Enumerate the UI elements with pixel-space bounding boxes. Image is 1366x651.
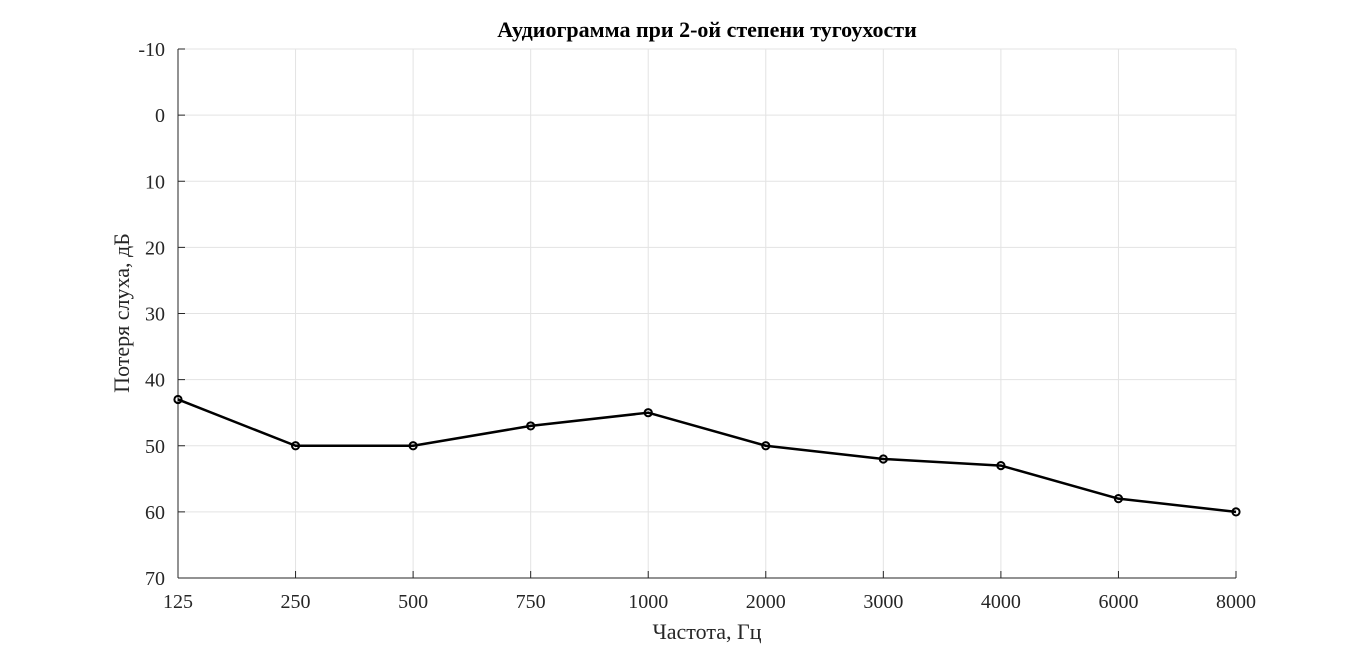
data-series xyxy=(173,394,1241,517)
data-point xyxy=(408,441,418,451)
x-tick-label: 8000 xyxy=(1216,591,1256,613)
x-tick-label: 3000 xyxy=(863,591,903,613)
y-tick-label: 40 xyxy=(145,370,165,392)
x-tick-label: 2000 xyxy=(746,591,786,613)
data-point xyxy=(1113,494,1124,504)
y-tick-label: 60 xyxy=(145,502,165,524)
chart-title: Аудиограмма при 2-ой степени тугоухости xyxy=(497,17,917,42)
data-point xyxy=(1231,507,1241,517)
data-point xyxy=(290,441,301,451)
y-tick-label: 10 xyxy=(145,171,165,193)
axes xyxy=(177,48,1237,579)
y-tick-label: 70 xyxy=(145,568,165,590)
data-point xyxy=(526,421,536,431)
data-point xyxy=(996,460,1006,471)
x-tick-label: 750 xyxy=(516,591,546,613)
y-tick-label: 50 xyxy=(145,436,165,458)
x-tick-label: 1000 xyxy=(628,591,668,613)
series-line xyxy=(177,398,1237,514)
y-tick-label: 20 xyxy=(145,237,165,259)
data-point xyxy=(173,394,183,405)
x-tick-label: 4000 xyxy=(981,591,1021,613)
data-point xyxy=(878,454,888,464)
x-tick-label: 250 xyxy=(281,591,311,613)
y-tick-label: 30 xyxy=(145,304,165,326)
x-tick-label: 125 xyxy=(163,591,193,613)
y-axis-label: Потеря слуха, дБ xyxy=(109,233,134,393)
x-tick-label: 500 xyxy=(398,591,428,613)
y-tick-label: -10 xyxy=(138,39,165,61)
x-axis-label: Частота, Гц xyxy=(652,619,761,644)
data-point xyxy=(761,441,771,451)
tick-labels: 125 250 500 750 1000 2000 3000 4000 6000 8000 -10 0… xyxy=(138,39,1256,613)
x-tick-label: 6000 xyxy=(1098,591,1138,613)
y-tick-label: 0 xyxy=(155,105,165,127)
data-point xyxy=(643,408,653,418)
